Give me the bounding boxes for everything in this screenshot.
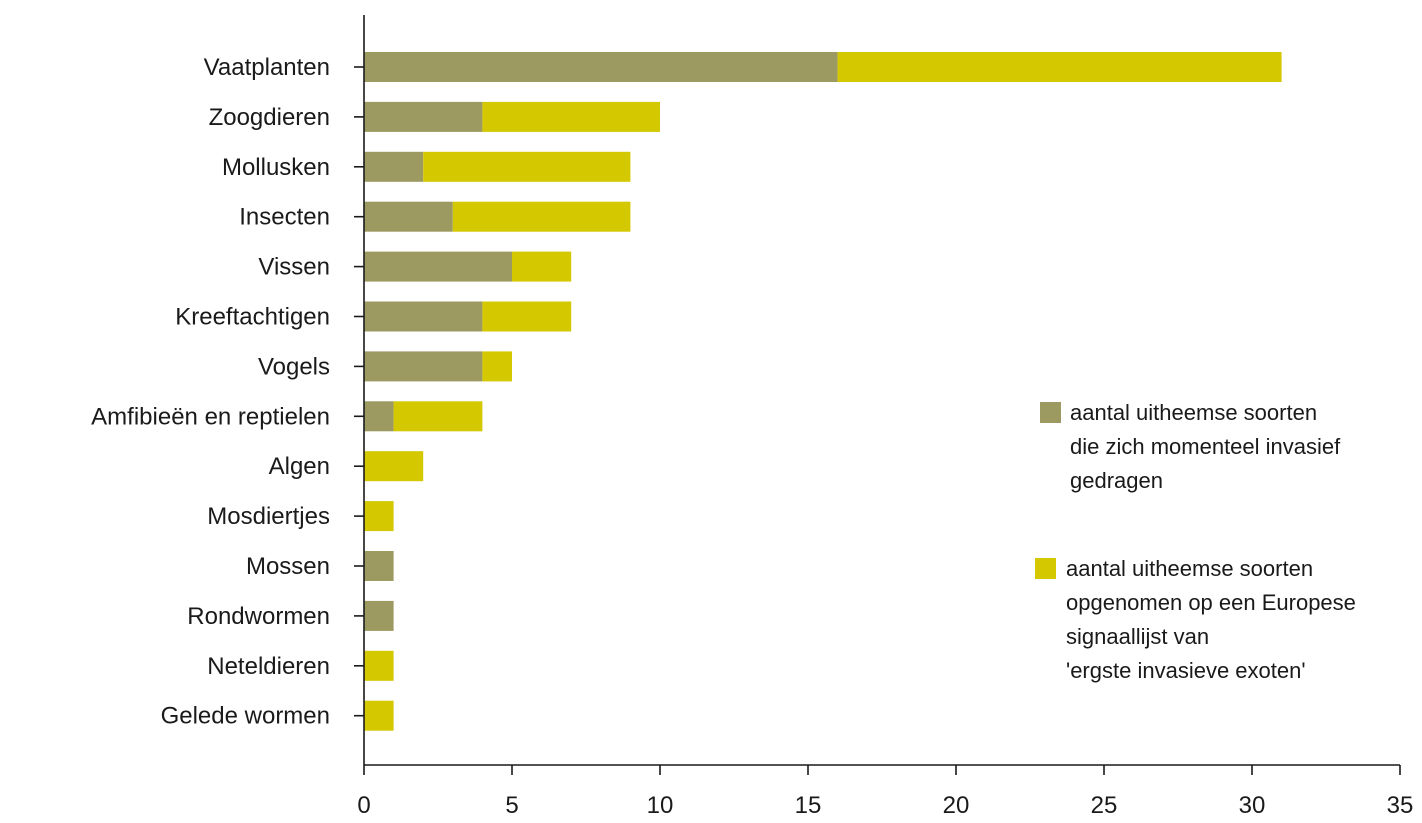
category-label-rondwormen: Rondwormen — [187, 603, 330, 630]
x-tick-label-0: 0 — [357, 792, 370, 819]
category-label-insecten: Insecten — [239, 204, 330, 231]
legend-label-series-1: aantal uitheemse soorten die zich momente… — [1070, 400, 1341, 493]
bar-mossen-series-1 — [364, 551, 394, 581]
x-tick-label-30: 30 — [1239, 792, 1266, 819]
category-labels: Vaatplanten Zoogdieren Mollusken Insecten Vi… — [91, 54, 330, 730]
x-axis-ticks: 0 5 10 15 20 25 30 35 — [357, 765, 1413, 819]
bar-zoogdieren-series-2 — [482, 102, 660, 132]
bar-vogels-series-1 — [364, 351, 482, 381]
x-tick-label-35: 35 — [1387, 792, 1414, 819]
legend-swatch-series-2 — [1035, 558, 1056, 579]
category-label-mosdiertjes: Mosdiertjes — [207, 503, 330, 530]
bar-mollusken-series-1 — [364, 152, 423, 182]
category-label-gelede-wormen: Gelede wormen — [161, 703, 330, 730]
category-label-mollusken: Mollusken — [222, 154, 330, 181]
bar-kreeftachtigen-series-1 — [364, 302, 482, 332]
bar-vaatplanten-series-2 — [838, 52, 1282, 82]
y-axis-ticks — [354, 67, 364, 716]
bar-insecten-series-1 — [364, 202, 453, 232]
category-label-neteldieren: Neteldieren — [207, 653, 330, 680]
category-label-kreeftachtigen: Kreeftachtigen — [175, 304, 330, 331]
x-tick-label-25: 25 — [1091, 792, 1118, 819]
bar-gelede-wormen-series-2 — [364, 701, 394, 731]
bar-algen-series-2 — [364, 451, 423, 481]
bar-insecten-series-2 — [453, 202, 631, 232]
x-tick-label-15: 15 — [795, 792, 822, 819]
legend: aantal uitheemse soorten die zich momente… — [1035, 400, 1356, 683]
bar-vogels-series-2 — [482, 351, 512, 381]
category-label-zoogdieren: Zoogdieren — [209, 104, 330, 131]
category-label-vogels: Vogels — [258, 353, 330, 380]
bar-rondwormen-series-1 — [364, 601, 394, 631]
bar-vissen-series-2 — [512, 252, 571, 282]
bar-mosdiertjes-series-2 — [364, 501, 394, 531]
legend-label-series-2: aantal uitheemse soorten opgenomen op een… — [1066, 556, 1356, 683]
category-label-algen: Algen — [269, 453, 330, 480]
bar-neteldieren-series-2 — [364, 651, 394, 681]
category-label-mossen: Mossen — [246, 553, 330, 580]
x-tick-label-5: 5 — [505, 792, 518, 819]
bar-mollusken-series-2 — [423, 152, 630, 182]
x-tick-label-20: 20 — [943, 792, 970, 819]
bar-zoogdieren-series-1 — [364, 102, 482, 132]
category-label-vaatplanten: Vaatplanten — [204, 54, 330, 81]
bar-kreeftachtigen-series-2 — [482, 302, 571, 332]
legend-swatch-series-1 — [1040, 402, 1061, 423]
bar-amfibieen-en-reptielen-series-2 — [394, 401, 483, 431]
category-label-amfibieen-en-reptielen: Amfibieën en reptielen — [91, 403, 330, 430]
category-label-vissen: Vissen — [258, 254, 330, 281]
bar-vissen-series-1 — [364, 252, 512, 282]
bar-vaatplanten-series-1 — [364, 52, 838, 82]
bar-amfibieen-en-reptielen-series-1 — [364, 401, 394, 431]
x-tick-label-10: 10 — [647, 792, 674, 819]
